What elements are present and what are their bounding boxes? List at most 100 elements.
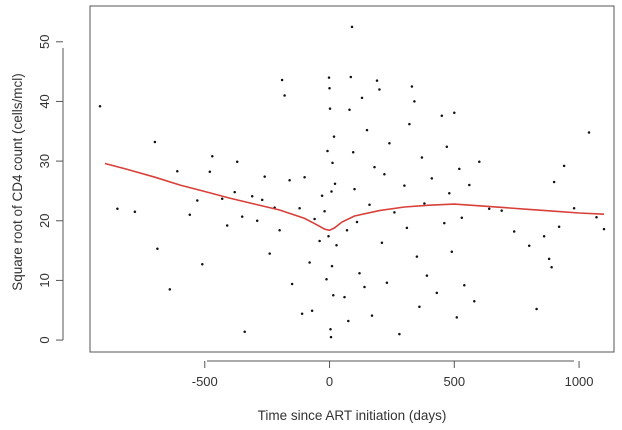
data-point [360,96,364,100]
data-point [332,294,335,297]
data-point [380,241,384,245]
data-point [331,161,334,165]
data-point [373,165,376,169]
data-point [487,207,491,211]
data-points [98,25,606,339]
data-point [308,261,311,264]
data-point [463,283,466,287]
data-point [325,277,328,281]
data-point [473,300,476,303]
data-point [349,75,353,79]
data-point [300,312,304,316]
data-point [328,107,332,110]
data-point [418,305,421,308]
data-point [550,266,553,269]
data-point [348,108,351,112]
data-point [478,160,481,163]
data-point [365,128,369,132]
data-point [448,192,451,195]
data-point [425,274,429,277]
y-tick-label: 0 [37,336,52,343]
data-point [351,150,355,154]
data-point [535,307,538,311]
data-point [328,87,331,90]
data-point [435,291,439,295]
data-point [587,131,591,134]
data-point [168,288,172,291]
data-point [355,220,359,224]
data-point [255,219,259,223]
y-tick-label: 40 [37,94,52,108]
data-point [318,239,321,243]
data-point [423,202,426,205]
data-point [358,272,361,275]
data-point [413,100,416,103]
data-point [443,221,446,225]
data-point [440,114,444,118]
data-point [557,225,561,228]
data-point [368,203,371,206]
data-point [329,335,333,339]
data-point [345,229,349,232]
y-tick-label: 10 [37,273,52,287]
data-point [288,178,291,182]
data-point [133,210,137,214]
y-tick-label: 50 [37,35,52,49]
data-point [512,230,516,233]
data-point [527,244,531,248]
data-point [116,207,119,211]
data-point [263,175,266,178]
y-tick-label: 20 [37,214,52,228]
data-point [460,216,464,220]
data-point [403,184,406,187]
data-point [298,206,301,210]
data-point [220,197,224,200]
data-point [329,328,332,331]
data-point [347,319,350,323]
data-point [327,76,331,79]
data-point [330,264,334,268]
data-point [375,79,379,82]
data-point [98,104,102,108]
data-point [363,285,366,289]
data-point [153,140,157,144]
data-point [602,227,606,231]
data-point [410,85,414,88]
data-point [445,145,449,149]
data-point [320,194,324,197]
data-point [458,167,461,171]
data-point [240,215,244,218]
data-point [468,183,471,187]
data-point [378,88,381,91]
data-point [405,226,409,230]
data-point [233,190,236,194]
data-point [156,247,159,251]
data-point [303,175,306,179]
data-point [335,243,338,247]
data-point [408,122,411,126]
data-point [415,255,419,258]
y-axis-label: Square root of CD4 count (cells/mcl) [10,73,25,291]
data-point [343,295,346,299]
data-point [188,213,192,217]
data-point [196,199,199,202]
data-point [420,156,424,159]
data-point [430,177,434,180]
data-point [268,252,271,255]
data-point [225,224,229,227]
smooth-line [104,162,605,232]
y-axis: 0 10 20 30 40 50 [37,35,64,344]
x-tick-label: 0 [326,374,333,389]
data-point [500,209,503,212]
data-point [547,257,551,261]
data-point [595,215,598,219]
data-point [353,187,356,191]
data-point [450,250,454,254]
x-axis-label: Time since ART initiation (days) [258,408,447,423]
data-point [562,164,566,168]
data-point [201,263,204,266]
data-point [453,111,456,115]
data-point [350,25,354,29]
data-point [330,190,333,193]
